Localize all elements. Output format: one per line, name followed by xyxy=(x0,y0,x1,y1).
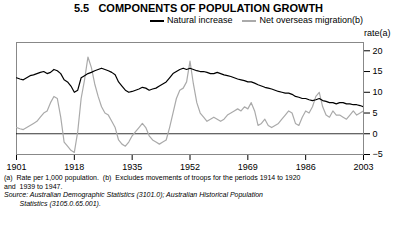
svg-text:1918: 1918 xyxy=(64,162,84,172)
svg-text:−5: −5 xyxy=(373,149,383,159)
html-text:Statistics (3105.0.65.001).: Statistics (3105.0.65.001). xyxy=(4,199,101,207)
svg-text:20: 20 xyxy=(373,46,383,56)
svg-text:2003: 2003 xyxy=(353,162,373,172)
svg-text:15: 15 xyxy=(373,66,383,76)
svg-text:0: 0 xyxy=(373,129,378,139)
svg-text:1935: 1935 xyxy=(122,162,142,172)
html-text:Net overseas migration(b): Net overseas migration(b) xyxy=(259,15,363,25)
svg-text:1952: 1952 xyxy=(180,162,200,172)
html-text:5.5 COMPONENTS OF POPULATION G: 5.5 COMPONENTS OF POPULATION GROWTH xyxy=(73,2,324,14)
html-text:(a) Rate per 1,000 population.: (a) Rate per 1,000 population. (b) Exclu… xyxy=(4,174,301,181)
svg-text:1969: 1969 xyxy=(238,162,258,172)
svg-text:rate(a): rate(a) xyxy=(364,28,391,38)
svg-text:5: 5 xyxy=(373,108,378,118)
html-text:Source: Australian Demographic: Source: Australian Demographic Statistic… xyxy=(4,191,263,198)
svg-text:1901: 1901 xyxy=(6,162,26,172)
svg-text:1986: 1986 xyxy=(296,162,316,172)
html-text:and 1939 to 1947.: and 1939 to 1947. xyxy=(4,182,63,190)
svg-text:10: 10 xyxy=(373,87,383,97)
html-text:Natural increase: Natural increase xyxy=(166,15,233,25)
